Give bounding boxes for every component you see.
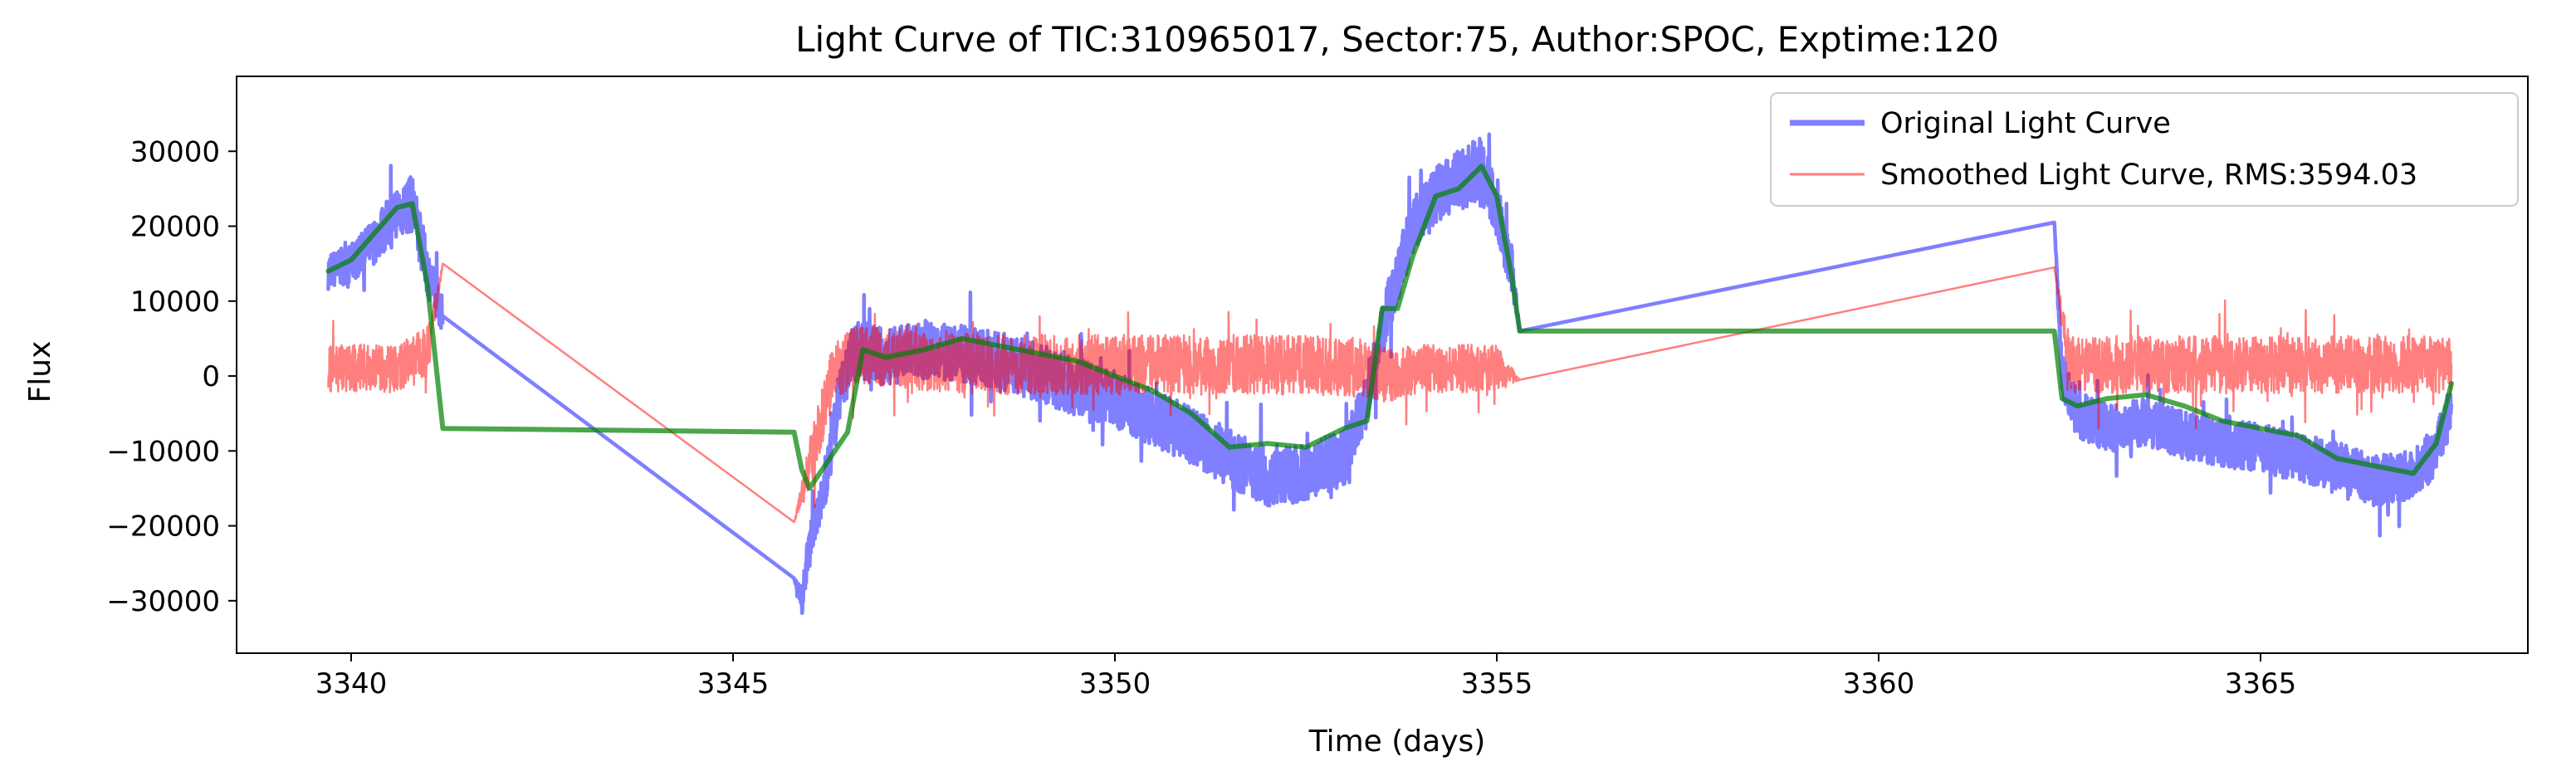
y-tick-label: −30000 <box>106 585 220 618</box>
legend: Original Light Curve Smoothed Light Curv… <box>1770 92 2519 207</box>
x-axis: 3340 3345 3350 3355 3360 3365 <box>315 653 2297 700</box>
y-tick-label: 30000 <box>130 135 220 168</box>
x-tick-label: 3350 <box>1079 667 1151 700</box>
x-tick-label: 3365 <box>2225 667 2297 700</box>
y-tick-label: −10000 <box>106 435 220 468</box>
legend-label-smoothed: Smoothed Light Curve, RMS:3594.03 <box>1880 159 2417 192</box>
axes-frame <box>236 76 2529 654</box>
chart-title: Light Curve of TIC:310965017, Sector:75,… <box>795 19 1999 60</box>
series-line-2 <box>325 164 2454 491</box>
x-tick-label: 3340 <box>315 667 388 700</box>
y-axis-label: Flux <box>23 341 57 403</box>
legend-label-original: Original Light Curve <box>1880 107 2171 140</box>
y-tick-label: 10000 <box>130 286 220 319</box>
y-tick-label: 20000 <box>130 211 220 244</box>
x-tick-label: 3360 <box>1843 667 1915 700</box>
x-axis-label: Time (days) <box>1308 725 1486 759</box>
y-axis: −30000 −20000 −10000 0 10000 20000 30000 <box>106 135 237 618</box>
y-tick-label: 0 <box>202 360 220 393</box>
series-line-1 <box>327 262 2453 524</box>
plot-area <box>325 132 2454 615</box>
x-tick-label: 3345 <box>697 667 770 700</box>
y-tick-label: −20000 <box>106 510 220 544</box>
legend-box <box>1770 92 2519 207</box>
x-tick-label: 3355 <box>1461 667 1533 700</box>
